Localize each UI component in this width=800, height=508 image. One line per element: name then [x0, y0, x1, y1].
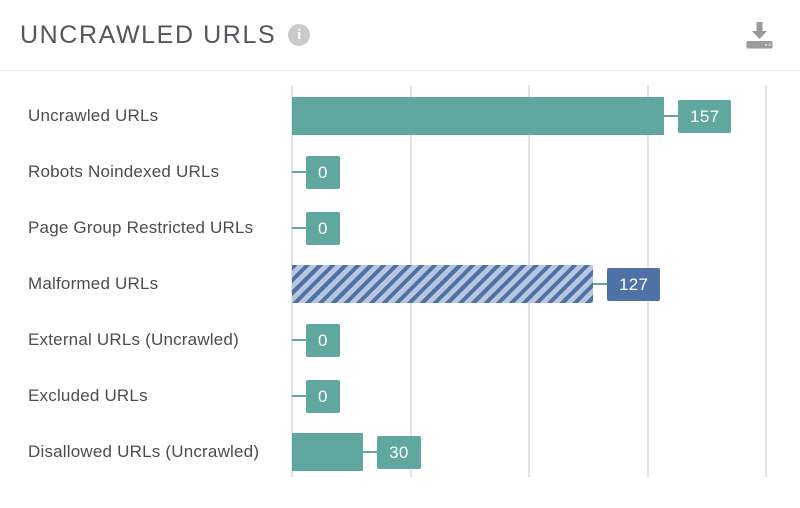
chart-row-malformed-urls: Malformed URLs 127: [0, 256, 800, 312]
bar-connector: [664, 115, 679, 117]
row-plot: 0: [292, 368, 800, 424]
value-label: 157: [678, 99, 732, 133]
chart-row-uncrawled-urls: Uncrawled URLs 157: [0, 88, 800, 144]
category-label: Disallowed URLs (Uncrawled): [28, 442, 260, 461]
chart-row-external-urls-uncrawled: External URLs (Uncrawled) 0: [0, 312, 800, 368]
bar-disallowed-urls-uncrawled[interactable]: [292, 433, 364, 471]
value-label: 0: [306, 379, 340, 413]
gridline-200: [765, 85, 767, 477]
bar-connector: [592, 283, 607, 285]
value-label: 0: [306, 323, 340, 357]
bar-connector: [292, 171, 306, 173]
card-header: UNCRAWLED URLS i: [0, 0, 800, 71]
row-plot: 127: [292, 256, 800, 312]
page-title: UNCRAWLED URLS: [20, 20, 277, 49]
bar-malformed-urls[interactable]: [292, 265, 593, 303]
value-label: 0: [306, 155, 340, 189]
row-plot: 0: [292, 312, 800, 368]
category-label: External URLs (Uncrawled): [28, 330, 239, 349]
category-label: Robots Noindexed URLs: [28, 162, 220, 181]
chart-rows: Uncrawled URLs 157 Robots Noindexed URLs…: [0, 88, 800, 480]
bar-connector: [292, 339, 306, 341]
chart-row-page-group-restricted-urls: Page Group Restricted URLs 0: [0, 200, 800, 256]
category-label: Malformed URLs: [28, 274, 159, 293]
row-plot: 30: [292, 424, 800, 480]
title-group: UNCRAWLED URLS i: [20, 21, 745, 50]
chart-row-robots-noindexed-urls: Robots Noindexed URLs 0: [0, 144, 800, 200]
category-label: Uncrawled URLs: [28, 106, 159, 125]
bar-connector: [292, 227, 306, 229]
value-label: 0: [306, 211, 340, 245]
row-plot: 157: [292, 88, 800, 144]
row-plot: 0: [292, 200, 800, 256]
bar-connector: [363, 451, 378, 453]
download-icon: [746, 22, 773, 49]
bar-uncrawled-urls[interactable]: [292, 97, 665, 135]
row-plot: 0: [292, 144, 800, 200]
chart-row-disallowed-urls-uncrawled: Disallowed URLs (Uncrawled) 30: [0, 424, 800, 480]
value-label: 30: [377, 435, 421, 469]
uncrawled-urls-bar-chart: Uncrawled URLs 157 Robots Noindexed URLs…: [0, 71, 800, 508]
bar-connector: [292, 395, 306, 397]
info-icon[interactable]: i: [288, 24, 311, 46]
chart-row-excluded-urls: Excluded URLs 0: [0, 368, 800, 424]
download-button[interactable]: [745, 21, 774, 49]
value-label: 127: [606, 267, 661, 301]
category-label: Page Group Restricted URLs: [28, 218, 254, 237]
category-label: Excluded URLs: [28, 386, 148, 405]
